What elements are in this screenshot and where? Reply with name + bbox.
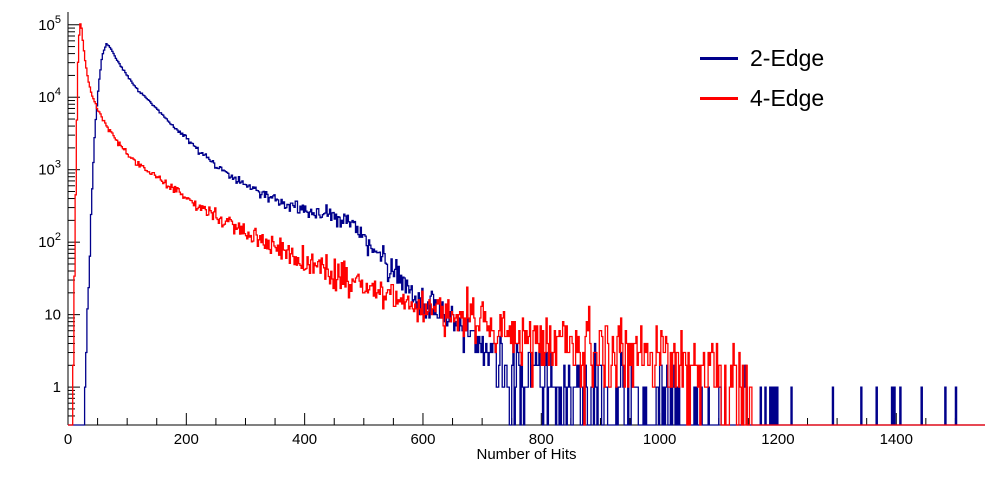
y-tick-label: 105 — [38, 14, 61, 34]
x-tick-label: 600 — [410, 431, 435, 448]
x-tick-label: 1000 — [643, 431, 676, 448]
x-tick-label: 1200 — [761, 431, 794, 448]
legend-item-2edge: 2-Edge — [700, 38, 824, 78]
x-tick-label: 1400 — [880, 431, 913, 448]
legend-line-4edge-icon — [700, 96, 738, 100]
y-tick-label: 103 — [38, 159, 61, 179]
x-tick-label: 400 — [292, 431, 317, 448]
legend-item-4edge: 4-Edge — [700, 78, 824, 118]
x-tick-label: 0 — [64, 431, 72, 448]
series-4-edge — [68, 23, 985, 426]
x-axis-title: Number of Hits — [476, 446, 577, 463]
x-tick-label: 200 — [174, 431, 199, 448]
y-tick-label: 102 — [38, 231, 61, 251]
y-tick-label: 104 — [38, 86, 61, 106]
series-2-edge — [68, 42, 985, 426]
x-tick-label: 800 — [529, 431, 554, 448]
y-tick-label: 10 — [44, 307, 61, 324]
y-tick-label: 1 — [53, 379, 61, 396]
legend-label-2edge: 2-Edge — [750, 44, 825, 71]
legend-label-4edge: 4-Edge — [750, 84, 825, 111]
legend: 2-Edge 4-Edge — [700, 38, 824, 118]
legend-line-2edge-icon — [700, 56, 738, 60]
